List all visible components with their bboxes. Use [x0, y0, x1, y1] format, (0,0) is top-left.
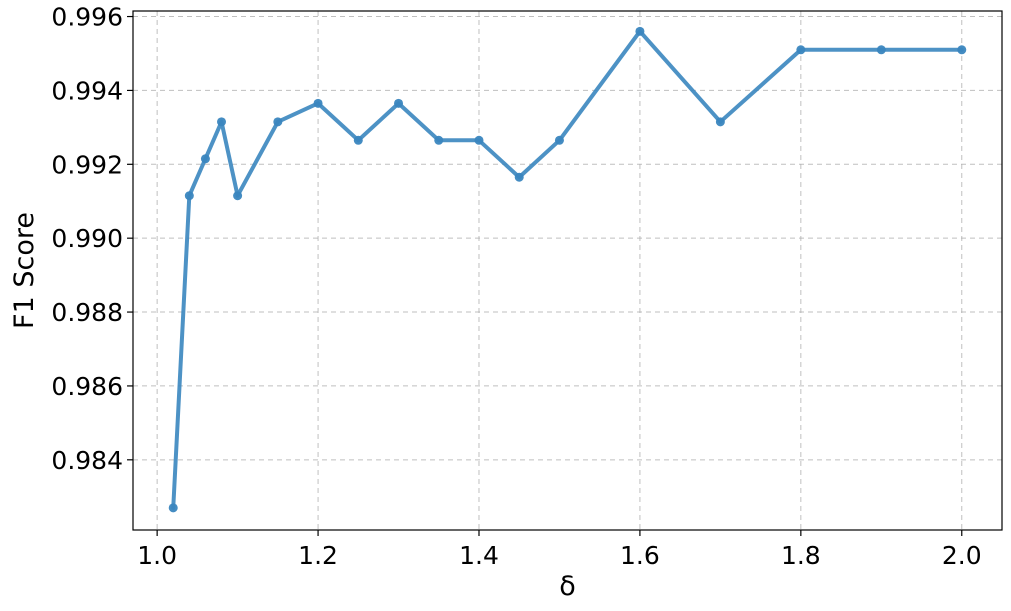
y-tick-label: 0.984	[51, 446, 123, 475]
x-axis-ticks: 1.0 1.2 1.4 1.6 1.8 2.0	[137, 530, 982, 570]
data-point	[394, 98, 404, 108]
x-tick-label: 1.0	[137, 541, 177, 570]
data-point	[233, 191, 243, 201]
x-tick-label: 1.6	[620, 541, 660, 570]
y-tick-label: 0.992	[51, 150, 123, 179]
data-point	[957, 45, 967, 55]
data-point	[184, 191, 194, 201]
x-axis-label: δ	[559, 571, 576, 602]
data-point	[353, 135, 363, 145]
y-tick-label: 0.986	[51, 372, 123, 401]
y-tick-label: 0.994	[51, 76, 123, 105]
data-point	[434, 135, 444, 145]
grid	[133, 11, 1002, 530]
data-point	[273, 117, 283, 127]
data-point	[635, 26, 645, 36]
data-point	[554, 135, 564, 145]
y-tick-label: 0.988	[51, 298, 123, 327]
data-point	[474, 135, 484, 145]
x-tick-label: 1.8	[781, 541, 821, 570]
data-point	[217, 117, 227, 127]
data-point	[876, 45, 886, 55]
plot-frame	[132, 10, 1003, 531]
series-line	[171, 29, 964, 510]
data-point	[313, 98, 323, 108]
data-point	[200, 154, 210, 164]
data-point	[715, 117, 725, 127]
y-tick-label: 0.990	[51, 224, 123, 253]
data-point	[796, 45, 806, 55]
x-tick-label: 2.0	[942, 541, 982, 570]
series-layer	[168, 26, 967, 513]
y-tick-label: 0.996	[51, 3, 123, 32]
x-tick-label: 1.2	[298, 541, 338, 570]
y-axis-ticks: 0.984 0.986 0.988 0.990 0.992 0.994 0.996	[51, 3, 133, 475]
data-point	[514, 172, 524, 182]
x-tick-label: 1.4	[459, 541, 499, 570]
data-point	[168, 503, 178, 513]
y-axis-label: F1 Score	[9, 212, 40, 329]
